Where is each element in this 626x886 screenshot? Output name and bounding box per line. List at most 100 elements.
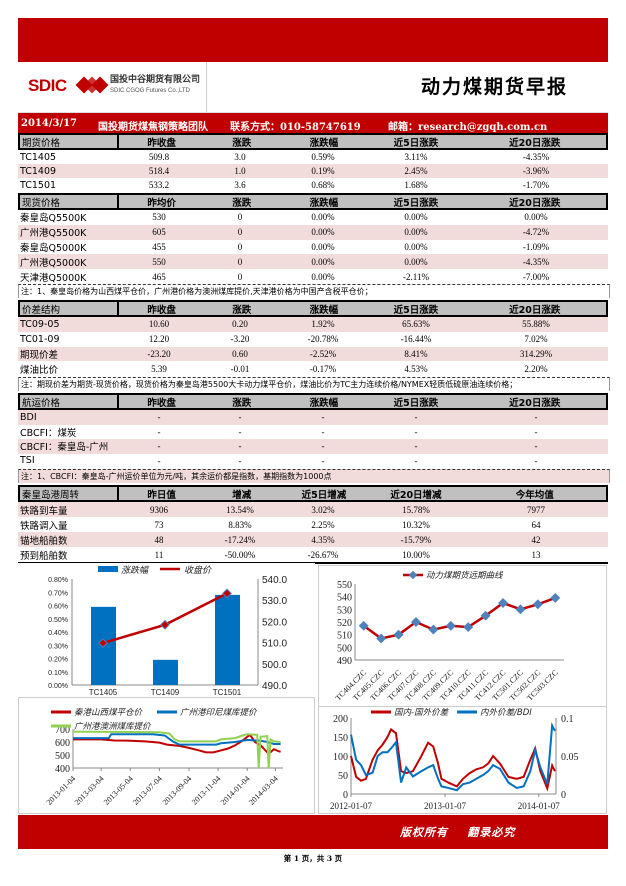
table-row: CBCFI：煤炭 - - - - - bbox=[18, 425, 608, 440]
table-cell: 13.54% bbox=[226, 504, 254, 515]
column-header: 昨均价 bbox=[147, 197, 176, 209]
data-point-marker bbox=[532, 599, 543, 610]
y-tick-label: 490 bbox=[337, 656, 352, 667]
column-header: 秦皇岛港周转 bbox=[20, 487, 120, 501]
column-header: 近5日涨跌 bbox=[393, 197, 439, 209]
table-row: TC1501 533.2 3.6 0.68% 1.68% -1.70% bbox=[18, 178, 608, 192]
row-label: 秦皇岛Q5000K bbox=[20, 242, 87, 254]
table-cell: 0.00% bbox=[311, 212, 335, 223]
table-cell: - bbox=[534, 426, 538, 437]
column-header: 近20日涨跌 bbox=[509, 137, 561, 149]
table-cell: 0.19% bbox=[311, 166, 335, 176]
data-point-marker bbox=[515, 604, 526, 615]
column-header: 近20日涨跌 bbox=[509, 197, 561, 209]
table-cell: 48 bbox=[154, 534, 164, 545]
column-header: 增减 bbox=[232, 489, 252, 501]
legend-label: 动力煤期货远期曲线 bbox=[426, 570, 504, 581]
table-cell: - bbox=[414, 441, 418, 452]
chart-svg: 0.00% 0.10% 0.20% 0.30% 0.40% 0.50% 0.60% 0.70%… bbox=[48, 565, 287, 696]
column-header: 近20日涨跌 bbox=[509, 304, 561, 316]
legend-label: 收盘价 bbox=[184, 565, 212, 576]
table-row: BDI - - - - - bbox=[18, 410, 608, 425]
table-cell: - bbox=[157, 426, 161, 437]
legend-label: 涨跌幅 bbox=[121, 565, 150, 576]
contact-phone: 联系方式：010-58747619 bbox=[230, 122, 361, 133]
row-label: TC01-09 bbox=[20, 333, 60, 345]
x-tick-label: 2013-07-04 bbox=[131, 774, 164, 807]
table-header-row: 期货价格 昨收盘 涨跌 涨跌幅 近5日涨跌 近20日涨跌 bbox=[18, 133, 608, 150]
table-row: 秦皇岛Q5500K 530 0 0.00% 0.00% 0.00% bbox=[18, 210, 608, 225]
legend-label: 秦港山西煤平仓价 bbox=[74, 707, 144, 718]
note-shipping: 注：1、CBCFI：秦皇岛-广州运价单位为元/吨，其余运价都是指数，基期指数为1… bbox=[18, 469, 610, 483]
x-tick-label: 2012-01-07 bbox=[330, 801, 372, 811]
table-cell: -20.78% bbox=[307, 334, 339, 345]
row-label: TC1405 bbox=[20, 151, 57, 163]
table-cell: -23.20 bbox=[147, 348, 171, 359]
x-tick-label: 2013-11-04 bbox=[190, 774, 223, 807]
table-row: 秦皇岛Q5000K 455 0 0.00% 0.00% -1.09% bbox=[18, 240, 608, 255]
copyright-text: 版权所有 翻录必究 bbox=[400, 826, 516, 839]
table-cell: 73 bbox=[154, 519, 164, 530]
column-header: 涨跌 bbox=[232, 397, 252, 409]
column-header: 昨收盘 bbox=[147, 304, 176, 316]
table-row: CBCFI：秦皇岛-广州 - - - - - bbox=[18, 439, 608, 454]
y2-tick-label: 490.0 bbox=[262, 681, 287, 692]
y-tick-label: 550 bbox=[337, 580, 352, 591]
table-cell: - bbox=[238, 412, 242, 423]
table-cell: 509.8 bbox=[148, 152, 170, 162]
chart-svg: 490500510520530540550TC404.CZCTC405.CZCT… bbox=[334, 570, 564, 703]
table-cell: 3.11% bbox=[404, 152, 428, 162]
legend-label: 内外价差/BDI bbox=[480, 707, 532, 718]
column-header: 涨跌 bbox=[232, 304, 252, 316]
x-tick-label: 2014-01-07 bbox=[518, 801, 560, 811]
y-tick-label: 400 bbox=[55, 764, 70, 775]
y-tick-label: 500 bbox=[55, 751, 70, 762]
column-header: 涨跌 bbox=[232, 137, 252, 149]
y-tick-label: 540 bbox=[337, 593, 352, 604]
port-turnover-table: 秦皇岛港周转 昨日值 增减 近5日增减 近20日增减 今年均值 铁路到车量 9306 13.54… bbox=[18, 485, 608, 564]
table-cell: 0.00% bbox=[311, 241, 335, 252]
column-header: 近20日增减 bbox=[390, 489, 442, 501]
table-cell: 3.6 bbox=[234, 180, 246, 190]
chart-port-prices: 400 500 600 700 2013-01-04 2013-03-04 2013-05-… bbox=[18, 697, 315, 814]
data-point-marker bbox=[160, 619, 170, 630]
row-label: 期现价差 bbox=[20, 349, 59, 361]
table-header-row: 秦皇岛港周转 昨日值 增减 近5日增减 近20日增减 今年均值 bbox=[18, 485, 608, 502]
y-tick-label: 0.30% bbox=[48, 643, 68, 650]
table-cell: 0.68% bbox=[311, 180, 335, 190]
table-cell: 518.4 bbox=[148, 166, 170, 176]
report-header: SDIC 国投中谷期货有限公司 SDIC CGOG Futures Co.,LT… bbox=[18, 62, 608, 113]
y2-tick-label: 500.0 bbox=[262, 660, 287, 671]
table-cell: 0.20 bbox=[232, 319, 248, 330]
table-cell: -26.67% bbox=[307, 549, 339, 560]
company-logo: SDIC 国投中谷期货有限公司 SDIC CGOG Futures Co.,LT… bbox=[18, 62, 207, 112]
x-tick-label: 2014-01-04 bbox=[219, 774, 252, 807]
y2-tick-label: 0.1 bbox=[561, 714, 574, 725]
table-cell: 4.35% bbox=[311, 534, 335, 545]
table-cell: 1.68% bbox=[404, 180, 428, 190]
table-cell: -0.17% bbox=[309, 363, 337, 374]
table-cell: 11 bbox=[154, 549, 164, 560]
table-cell: - bbox=[534, 455, 538, 466]
table-cell: 3.0 bbox=[234, 152, 246, 162]
table-cell: 10.32% bbox=[402, 519, 430, 530]
row-label: 煤油比价 bbox=[20, 364, 59, 376]
row-label: TSI bbox=[20, 455, 35, 467]
table-cell: -17.24% bbox=[224, 534, 256, 545]
y-tick-label: 0.60% bbox=[48, 604, 68, 611]
data-point-marker bbox=[550, 592, 561, 603]
data-point-marker bbox=[428, 624, 439, 635]
report-title: 动力煤期货早报 bbox=[420, 76, 568, 98]
company-name-cn: 国投中谷期货有限公司 bbox=[110, 75, 201, 85]
table-cell: - bbox=[238, 426, 242, 437]
table-cell: -50.00% bbox=[224, 549, 256, 560]
y-tick-label: 0.80% bbox=[48, 577, 68, 584]
company-name-en: SDIC CGOG Futures Co.,LTD bbox=[110, 88, 190, 94]
data-point-marker bbox=[498, 598, 508, 608]
forward-curve-line bbox=[362, 596, 556, 640]
table-cell: -4.72% bbox=[522, 227, 550, 238]
y-tick-label: 200 bbox=[333, 714, 348, 725]
table-cell: 533.2 bbox=[148, 180, 170, 190]
table-cell: - bbox=[238, 455, 242, 466]
